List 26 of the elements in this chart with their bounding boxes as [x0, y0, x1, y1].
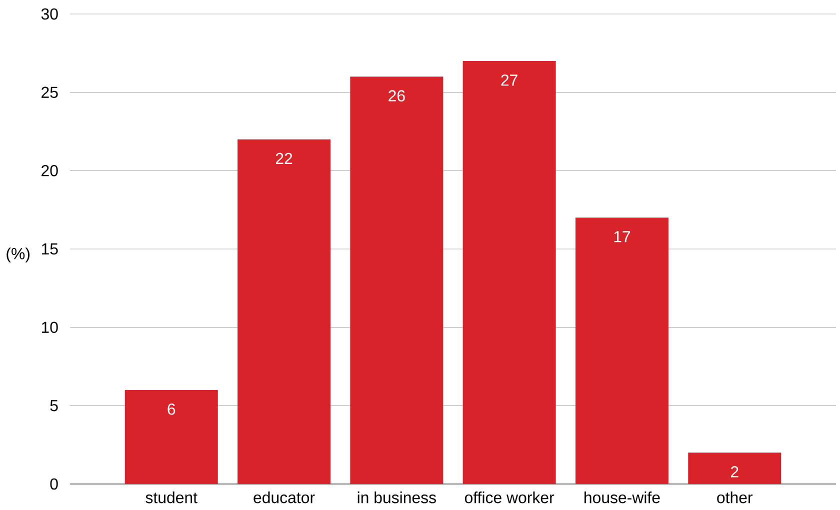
x-tick-label: house-wife	[584, 492, 660, 504]
y-tick-label: 10	[42, 322, 58, 333]
data-label: 27	[501, 74, 518, 86]
bar	[238, 139, 331, 484]
x-tick-label: student	[146, 492, 198, 504]
data-label: 17	[614, 231, 630, 242]
y-tick-label: 15	[42, 243, 58, 255]
bar	[688, 452, 782, 484]
bar	[124, 390, 218, 484]
y-tick-label: 0	[50, 478, 58, 490]
bar	[350, 76, 444, 484]
data-label: 22	[276, 152, 292, 164]
data-label: 2	[730, 466, 738, 478]
bar	[575, 218, 668, 484]
bar	[462, 60, 556, 484]
y-tick-label: 30	[41, 8, 58, 20]
y-tick-label: 25	[42, 86, 58, 98]
y-tick-label: 20	[42, 165, 58, 176]
x-tick-label: office worker	[464, 492, 554, 504]
x-tick-label: other	[717, 492, 753, 504]
data-label: 6	[168, 404, 176, 415]
x-tick-label: educator	[254, 492, 315, 504]
y-axis-title: (%)	[6, 248, 30, 262]
y-tick-label: 5	[50, 400, 58, 412]
data-label: 26	[388, 90, 405, 102]
x-tick-label: in business	[358, 492, 436, 504]
